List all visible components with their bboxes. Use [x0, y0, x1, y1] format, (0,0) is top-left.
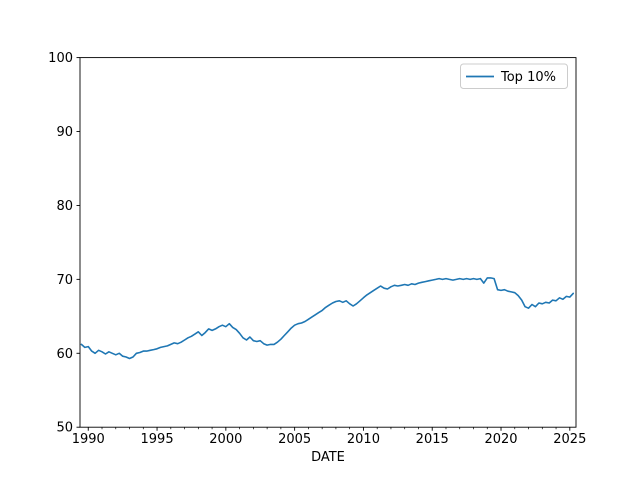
- x-tick-label: 2020: [484, 432, 517, 447]
- legend: Top 10%: [460, 63, 568, 89]
- series-top-10-line: [80, 277, 575, 360]
- legend-label: Top 10%: [500, 70, 556, 85]
- x-tick-label: 2025: [553, 432, 586, 447]
- y-tick-label: 60: [56, 347, 73, 362]
- x-tick-label: 1995: [141, 432, 174, 447]
- y-tick-label: 70: [56, 273, 73, 288]
- y-tick-label: 90: [56, 125, 73, 140]
- x-tick-label: 1990: [72, 432, 105, 447]
- axes-spines: [79, 57, 577, 428]
- y-tick-label: 50: [56, 421, 73, 436]
- axes: 50 60 70 80 90 100 1990 1995 2000 2005 2010 2015 202…: [48, 51, 586, 447]
- y-tick-label: 100: [48, 51, 73, 66]
- x-tick-label: 2010: [347, 432, 380, 447]
- x-tick-label: 2015: [416, 432, 449, 447]
- x-tick-label: 2005: [278, 432, 311, 447]
- y-tick-label: 80: [56, 199, 73, 214]
- x-axis-label: DATE: [311, 450, 345, 465]
- x-tick-label: 2000: [209, 432, 242, 447]
- legend-box: [460, 63, 568, 89]
